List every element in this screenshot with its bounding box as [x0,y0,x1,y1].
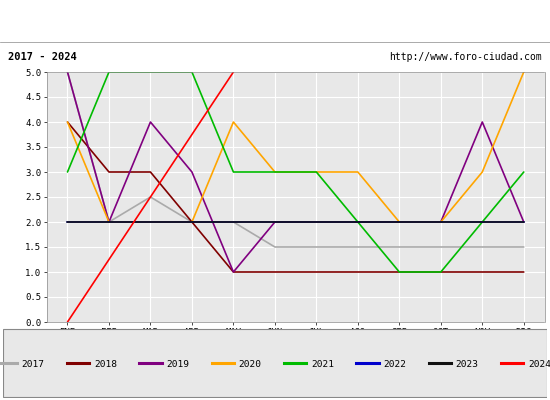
Text: 2020: 2020 [239,360,262,369]
Text: 2017 - 2024: 2017 - 2024 [8,52,77,62]
Text: 2021: 2021 [311,360,334,369]
Text: 2017: 2017 [21,360,45,369]
Text: 2019: 2019 [166,360,189,369]
Text: 2024: 2024 [528,360,550,369]
Text: 2022: 2022 [383,360,406,369]
Text: Evolucion del paro registrado en Navalilla: Evolucion del paro registrado en Navalil… [107,15,443,28]
Text: http://www.foro-ciudad.com: http://www.foro-ciudad.com [389,52,542,62]
Text: 2023: 2023 [455,360,478,369]
Text: 2018: 2018 [94,360,117,369]
FancyBboxPatch shape [3,330,547,397]
